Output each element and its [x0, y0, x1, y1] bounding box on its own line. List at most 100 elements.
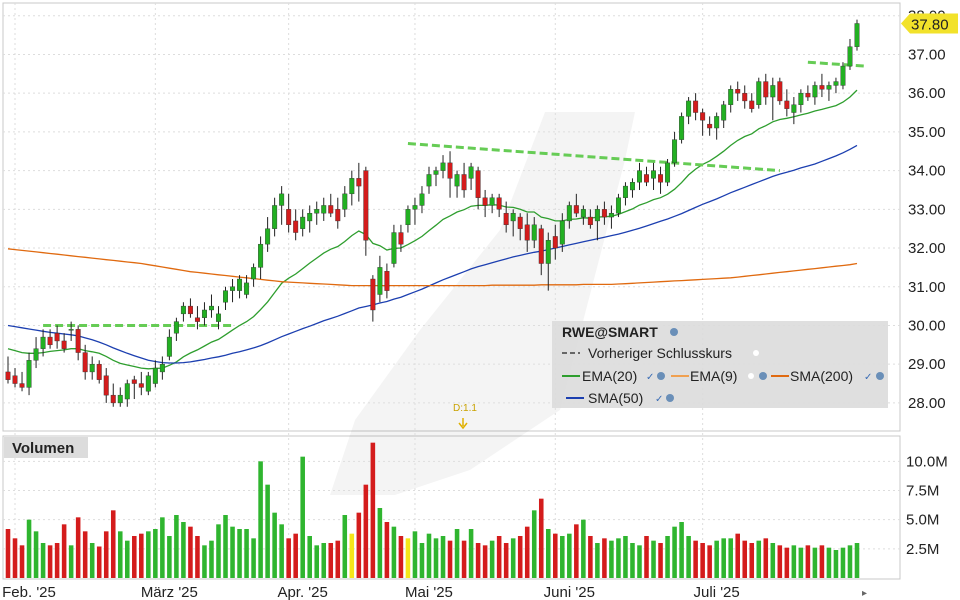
- volume-axis-ticks: 2.5M 5.0M 7.5M 10.0M: [906, 453, 948, 557]
- toggle-dot-icon[interactable]: [748, 373, 754, 379]
- candle-body: [187, 305, 193, 315]
- volume-bar: [174, 515, 179, 578]
- volume-bar: [854, 543, 860, 578]
- volume-bar: [47, 545, 53, 578]
- volume-bar: [12, 538, 18, 578]
- check-icon[interactable]: ✓: [655, 394, 663, 405]
- volume-bar: [763, 538, 769, 578]
- candle-body: [714, 116, 720, 129]
- candle-body: [12, 375, 18, 384]
- check-icon[interactable]: ✓: [646, 372, 654, 383]
- candle-body: [847, 46, 853, 67]
- volume-bar: [349, 533, 355, 578]
- volume-bar: [770, 543, 776, 578]
- volume-bar: [321, 543, 327, 578]
- volume-bar: [153, 529, 158, 578]
- candle-body: [566, 205, 572, 222]
- volume-bar: [391, 526, 397, 578]
- info-icon[interactable]: [670, 328, 678, 336]
- volume-bar: [728, 538, 733, 578]
- x-tick-label: Feb. '25: [2, 584, 56, 600]
- candle-body: [651, 170, 657, 179]
- price-tick-label: 32.00: [908, 240, 946, 257]
- candle-body: [356, 178, 362, 187]
- candle-body: [419, 193, 425, 206]
- volume-tick-label: 2.5M: [906, 541, 939, 558]
- x-axis-ticks: Feb. '25 März '25 Apr. '25 Mai '25 Juni '25 J…: [2, 584, 740, 600]
- candle-body: [61, 340, 67, 349]
- chart-legend: RWE@SMART Vorheriger Schlusskurs EMA(20)…: [552, 321, 888, 408]
- candle-body: [152, 367, 158, 384]
- candle-body: [679, 116, 685, 140]
- price-axis-ticks: 28.00 29.00 30.00 31.00 32.00 33.00 34.00 35.00…: [908, 8, 946, 412]
- candlestick-series: [5, 19, 860, 407]
- candle-body: [208, 305, 214, 311]
- volume-bar: [33, 531, 39, 578]
- candle-body: [433, 170, 439, 175]
- volume-bar: [125, 540, 130, 578]
- dividend-arrow-icon: [458, 418, 468, 430]
- candle-body: [54, 333, 60, 342]
- volume-bar: [819, 545, 825, 578]
- price-tick-label: 35.00: [908, 124, 946, 141]
- candle-body: [5, 371, 11, 380]
- volume-bar: [574, 524, 579, 578]
- candle-body: [580, 209, 586, 218]
- candle-body: [594, 209, 600, 222]
- check-icon[interactable]: ✓: [864, 372, 872, 383]
- volume-bar: [279, 524, 284, 578]
- volume-bar: [5, 529, 11, 578]
- price-tick-label: 37.00: [908, 46, 946, 63]
- candle-body: [784, 100, 790, 109]
- volume-bar: [82, 531, 88, 578]
- previous-close-lines: [43, 60, 865, 327]
- volume-bar: [742, 540, 748, 578]
- candle-body: [272, 205, 278, 229]
- volume-bar: [293, 533, 298, 578]
- legend-label-previous-close: Vorheriger Schlusskurs: [588, 345, 732, 361]
- candle-body: [237, 278, 243, 291]
- info-icon[interactable]: [666, 394, 674, 402]
- volume-tick-label: 7.5M: [906, 483, 939, 500]
- scroll-right-icon[interactable]: ▸: [862, 588, 867, 599]
- candle-body: [510, 212, 516, 222]
- volume-bar: [117, 531, 123, 578]
- volume-bar: [244, 529, 249, 578]
- volume-bar: [616, 538, 621, 578]
- candle-body: [622, 185, 628, 198]
- volume-bar: [110, 510, 116, 578]
- candle-body: [454, 174, 460, 187]
- volume-bar: [651, 540, 656, 578]
- volume-bar: [777, 545, 783, 578]
- candle-body: [201, 309, 207, 318]
- candle-body: [96, 363, 102, 380]
- volume-bar: [538, 498, 544, 578]
- volume-bar: [489, 540, 495, 578]
- volume-bar: [581, 519, 586, 578]
- volume-bar: [419, 543, 425, 578]
- candle-body: [517, 216, 523, 229]
- volume-bar: [602, 538, 607, 578]
- candle-body: [321, 205, 327, 214]
- dividend-marker[interactable]: D:1.1: [453, 403, 477, 430]
- candle-body: [447, 162, 453, 179]
- volume-bar: [286, 538, 291, 578]
- candle-body: [405, 209, 411, 226]
- candle-body: [840, 65, 846, 86]
- candle-body: [75, 329, 81, 353]
- volume-bar: [847, 545, 853, 578]
- candle-body: [545, 240, 551, 264]
- candle-body: [475, 170, 481, 198]
- candle-body: [349, 178, 355, 195]
- candle-body: [173, 321, 179, 334]
- volume-bar: [384, 522, 390, 578]
- info-icon[interactable]: [876, 372, 884, 380]
- candle-body: [700, 112, 706, 121]
- info-icon[interactable]: [759, 372, 767, 380]
- volume-bar: [826, 547, 832, 578]
- toggle-dot-icon[interactable]: [753, 350, 759, 356]
- volume-bar: [623, 536, 628, 578]
- volume-bar: [68, 545, 74, 578]
- candle-body: [33, 348, 39, 361]
- info-icon[interactable]: [657, 372, 665, 380]
